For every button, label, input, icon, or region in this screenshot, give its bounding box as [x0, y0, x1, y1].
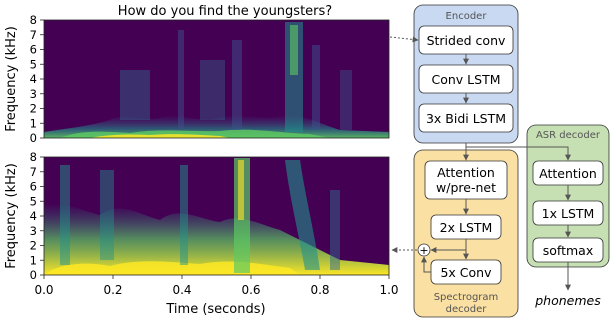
sum-node [417, 243, 431, 257]
bidi-lstm-block [418, 103, 514, 133]
spectrogram-top [44, 20, 389, 138]
y-top-tick-label: 6 [30, 43, 37, 57]
sum-symbol: + [419, 244, 428, 257]
softmax-label: softmax [543, 243, 593, 258]
figure-title: How do you find the youngsters? [118, 4, 332, 19]
x-ticks: 0.0 0.2 0.4 0.6 0.8 1.0 [34, 275, 399, 297]
y-bottom-tick-label: 1 [30, 253, 37, 267]
x-tick-label: 0.2 [103, 283, 122, 297]
y-top-tick-label: 1 [30, 116, 37, 130]
x-tick-label: 0.4 [172, 283, 191, 297]
y-bottom-tick-label: 5 [30, 194, 37, 208]
spectrogram-top-bg [44, 20, 389, 138]
input-arrow [389, 36, 419, 43]
bidi-lstm-label: 3x Bidi LSTM [426, 111, 506, 126]
y-bottom-tick-label: 2 [30, 239, 37, 253]
encoder-title: Encoder [446, 11, 488, 22]
y-top-tick-label: 4 [30, 72, 37, 86]
y-bottom-tick-label: 3 [30, 224, 37, 238]
y-axis-label-bottom: Frequency (kHz) [4, 163, 19, 269]
spectrogram-decoder-group: Attention w/pre-net 2x LSTM 5x Conv + Sp… [413, 143, 519, 318]
phonemes-output: phonemes [534, 293, 601, 308]
y-top-tick-label: 2 [30, 102, 37, 116]
spectrogram-decoder-title-2: decoder [446, 304, 488, 315]
attention-prenet-label-2: w/pre-net [436, 180, 496, 195]
y-axis-label: Frequency (kHz) [4, 26, 19, 132]
asr-decoder-group: ASR decoder Attention 1x LSTM softmax ph… [526, 124, 610, 308]
y-top-tick-label: 5 [30, 57, 37, 71]
y-top-tick-label: 3 [30, 87, 37, 101]
encoder-group: Encoder Strided conv Conv LSTM 3x Bidi L… [413, 4, 519, 144]
conv-5x-label: 5x Conv [440, 265, 492, 280]
x-tick-label: 0.0 [34, 283, 53, 297]
y-bottom-tick-label: 4 [30, 209, 37, 223]
strided-conv-label: Strided conv [427, 33, 506, 48]
attention-prenet-label-1: Attention [437, 165, 495, 180]
y-bottom-tick-label: 0 [30, 268, 37, 282]
conv-lstm-label: Conv LSTM [432, 72, 501, 87]
y-top-tick-label: 7 [30, 28, 37, 42]
y-top-tick-label: 8 [30, 13, 37, 27]
lstm-2x-label: 2x LSTM [440, 220, 493, 235]
y-bottom-tick-label: 6 [30, 180, 37, 194]
y-top-tick-label: 0 [30, 131, 37, 145]
x-tick-label: 1.0 [379, 283, 398, 297]
x-tick-label: 0.8 [310, 283, 329, 297]
asr-decoder-title: ASR decoder [536, 130, 601, 141]
x-tick-label: 0.6 [241, 283, 260, 297]
x-axis-label: Time (seconds) [165, 302, 265, 317]
spectrogram-bottom [44, 157, 389, 275]
asr-attention-label: Attention [539, 166, 597, 181]
spectrogram-decoder-title-1: Spectrogram [434, 292, 499, 303]
y-bottom-tick-label: 8 [30, 150, 37, 164]
y-bottom-tick-label: 7 [30, 165, 37, 179]
encoder-to-asr-arrow [466, 146, 571, 161]
asr-lstm-label: 1x LSTM [542, 206, 595, 221]
